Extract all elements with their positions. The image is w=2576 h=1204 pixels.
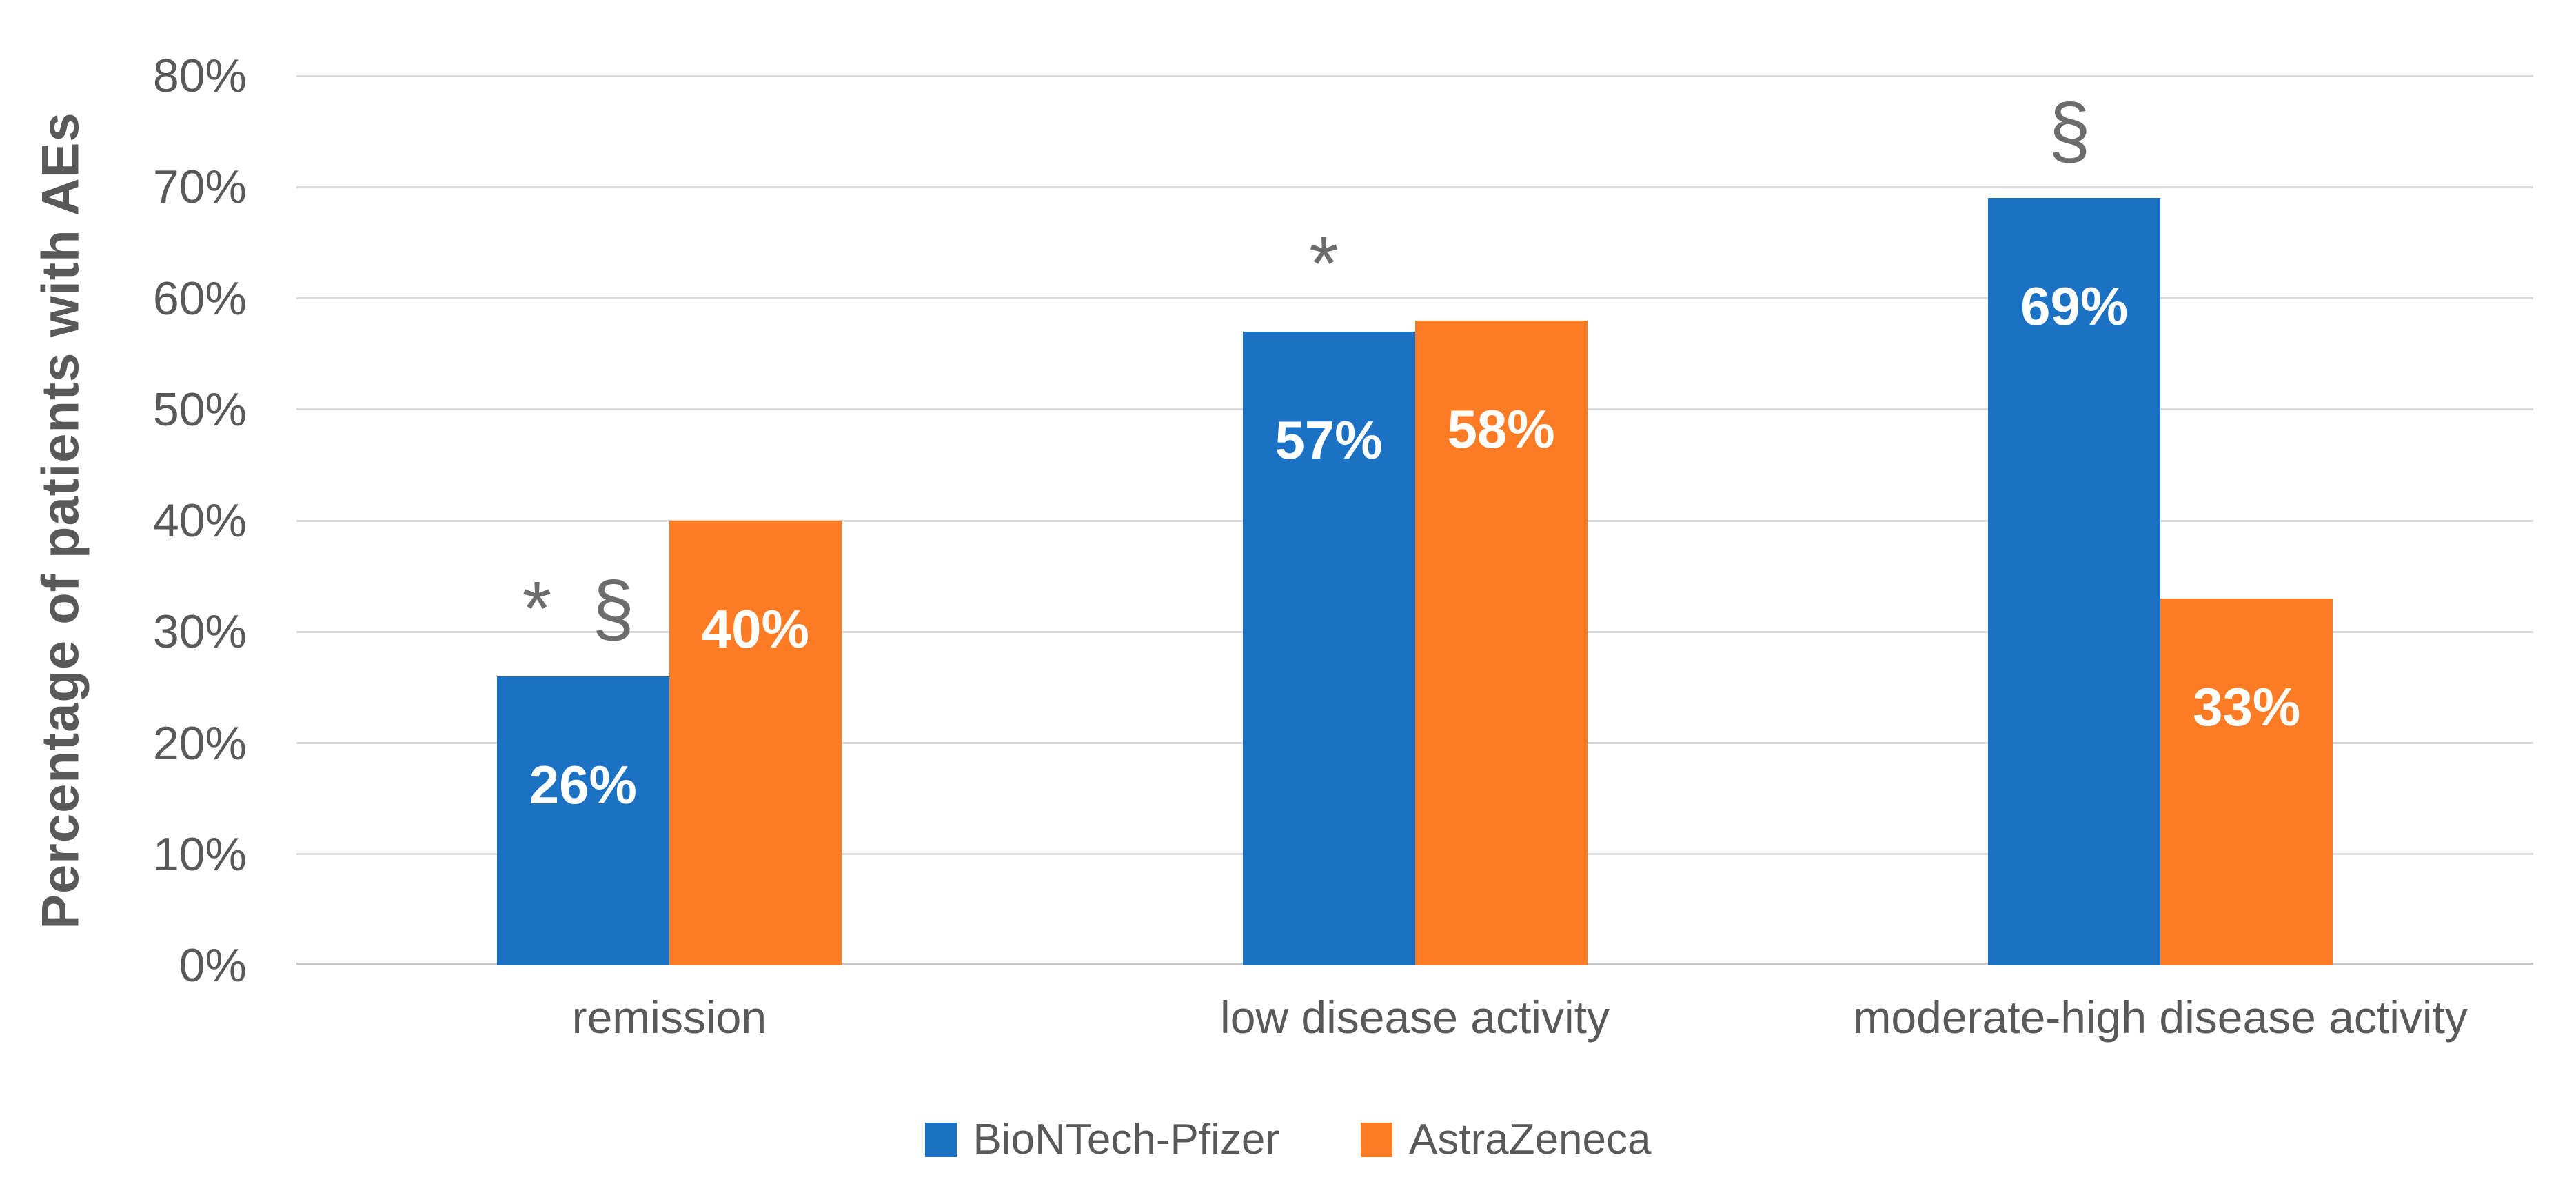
bar-astrazeneca: 33% xyxy=(2160,598,2333,965)
category-slot: § 69% 33% xyxy=(1787,76,2533,965)
y-tick-label: 20% xyxy=(152,716,247,770)
bar-pair: 26% 40% xyxy=(496,76,842,965)
significance-annotation: * § xyxy=(522,566,645,652)
data-label: 69% xyxy=(2020,276,2129,337)
legend-swatch-icon xyxy=(924,1123,957,1157)
legend-label: BioNTech-Pfizer xyxy=(973,1116,1279,1163)
legend-item: BioNTech-Pfizer xyxy=(924,1116,1279,1163)
bar-astrazeneca: 40% xyxy=(669,521,842,965)
x-category-label: remission xyxy=(571,992,767,1043)
y-tick-label: 50% xyxy=(152,383,247,436)
x-axis-category-labels: remission low disease activity moderate-hi… xyxy=(296,994,2533,1040)
significance-annotation: * xyxy=(1309,221,1348,307)
y-axis-title: Percentage of patients with AEs xyxy=(31,112,90,930)
y-tick-label: 40% xyxy=(152,494,247,547)
legend-item: AstraZeneca xyxy=(1360,1116,1652,1163)
legend-label: AstraZeneca xyxy=(1408,1116,1652,1163)
gridline xyxy=(296,297,2533,299)
category-slot: * § 26% 40% xyxy=(296,76,1042,965)
y-tick-label: 70% xyxy=(152,161,247,214)
bar-groups: * § 26% 40% * 57% 58% § 69% 33% xyxy=(296,76,2533,965)
bar-biontech-pfizer: 26% xyxy=(496,676,669,965)
y-tick-label: 0% xyxy=(179,939,247,992)
bar-astrazeneca: 58% xyxy=(1414,320,1588,965)
gridline xyxy=(296,74,2533,77)
legend: BioNTech-Pfizer AstraZeneca xyxy=(0,1118,2576,1161)
legend-swatch-icon xyxy=(1360,1123,1392,1157)
bar-biontech-pfizer: 57% xyxy=(1242,331,1415,965)
data-label: 58% xyxy=(1447,398,1555,459)
y-tick-label: 60% xyxy=(152,272,247,325)
data-label: 26% xyxy=(529,754,637,815)
bar-biontech-pfizer: 69% xyxy=(1988,198,2161,965)
data-label: 40% xyxy=(701,599,809,659)
gridline xyxy=(296,185,2533,188)
bar-pair: 57% 58% xyxy=(1242,76,1588,965)
data-label: 33% xyxy=(2193,676,2301,737)
y-tick-label: 80% xyxy=(152,50,247,102)
x-category-label: moderate-high disease activity xyxy=(1853,992,2468,1043)
category-slot: * 57% 58% xyxy=(1042,76,1788,965)
significance-annotation: § xyxy=(2048,88,2100,173)
bar-pair: 69% 33% xyxy=(1988,76,2333,965)
x-category-label: low disease activity xyxy=(1220,992,1610,1043)
plot-area: 0% 10% 20% 30% 40% 50% 60% 70% 80% * § 26% 40% * 57%… xyxy=(153,52,2533,989)
y-tick-label: 30% xyxy=(152,605,247,659)
data-label: 57% xyxy=(1275,409,1383,470)
y-tick-label: 10% xyxy=(152,827,247,881)
